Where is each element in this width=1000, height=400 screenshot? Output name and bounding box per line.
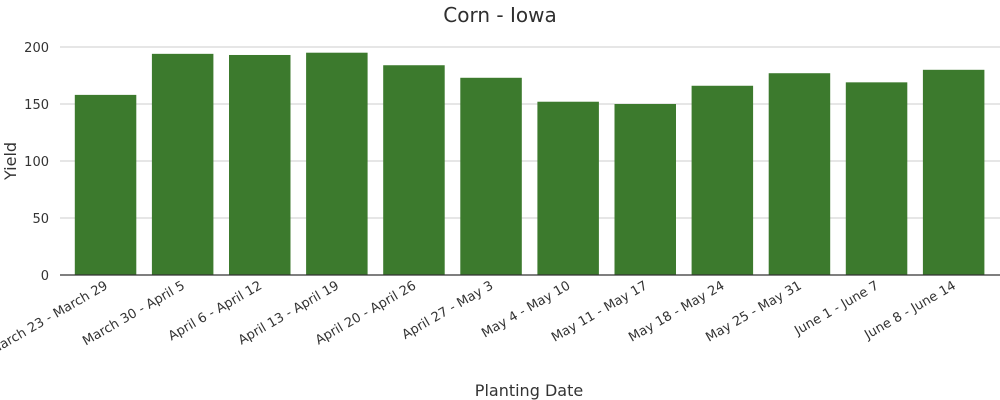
chart-title: Corn - Iowa — [443, 3, 557, 27]
bar — [460, 77, 522, 275]
bar — [922, 69, 985, 275]
y-tick-label: 50 — [32, 212, 49, 227]
x-tick-label: March 23 - March 29 — [0, 278, 111, 358]
bar — [383, 65, 445, 276]
bar — [768, 73, 831, 275]
bar — [74, 94, 137, 275]
y-axis-title: Yield — [1, 142, 20, 181]
bar — [614, 104, 676, 275]
x-axis-title: Planting Date — [475, 381, 583, 400]
y-tick-label: 200 — [24, 41, 49, 56]
bar — [845, 82, 908, 275]
y-tick-label: 0 — [41, 269, 49, 284]
bar — [306, 52, 368, 276]
y-tick-label: 100 — [24, 155, 49, 170]
bar — [151, 53, 214, 276]
bar — [691, 85, 754, 275]
bar — [537, 101, 599, 275]
bar — [229, 54, 291, 276]
y-tick-label: 150 — [24, 98, 49, 113]
